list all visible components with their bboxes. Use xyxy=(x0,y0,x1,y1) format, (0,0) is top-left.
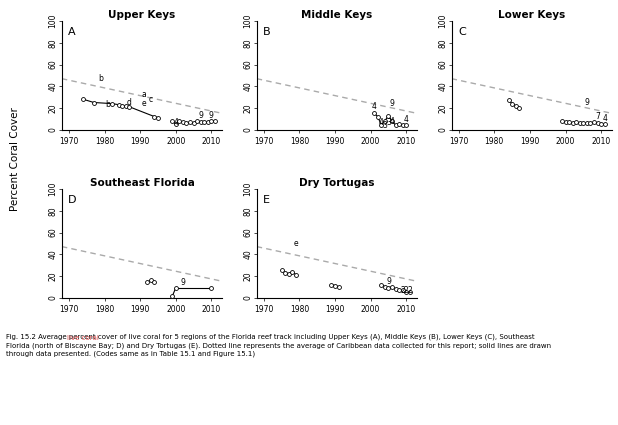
Text: 9: 9 xyxy=(389,99,394,108)
Text: live coral: live coral xyxy=(67,335,99,341)
Text: D: D xyxy=(68,195,77,204)
Text: 9: 9 xyxy=(180,278,185,287)
Text: e: e xyxy=(294,239,298,248)
Text: Percent Coral Cover: Percent Coral Cover xyxy=(11,108,20,211)
Text: B: B xyxy=(263,27,271,37)
Text: a: a xyxy=(142,90,146,99)
Text: 3: 3 xyxy=(383,121,387,130)
Text: 4: 4 xyxy=(404,115,408,124)
Text: Fig. 15.2 Average percent cover of live coral for 5 regions of the Florida reef : Fig. 15.2 Average percent cover of live … xyxy=(6,334,551,357)
Title: Lower Keys: Lower Keys xyxy=(498,11,565,20)
Text: 4: 4 xyxy=(372,102,376,111)
Text: 4: 4 xyxy=(379,119,384,128)
Text: b: b xyxy=(106,100,111,109)
Text: 9: 9 xyxy=(585,98,590,107)
Text: 4: 4 xyxy=(603,114,607,123)
Text: 2: 2 xyxy=(404,286,408,295)
Text: e: e xyxy=(142,99,146,108)
Title: Southeast Florida: Southeast Florida xyxy=(90,178,195,188)
Text: 9: 9 xyxy=(386,277,391,286)
Text: c: c xyxy=(149,95,153,104)
Text: 4: 4 xyxy=(389,117,394,126)
Text: A: A xyxy=(68,27,76,37)
Text: d: d xyxy=(127,98,132,107)
Text: b: b xyxy=(98,74,103,83)
Text: 9: 9 xyxy=(209,111,214,120)
Text: C: C xyxy=(458,27,466,37)
Text: 9: 9 xyxy=(198,111,203,120)
Title: Middle Keys: Middle Keys xyxy=(301,11,373,20)
Text: 3: 3 xyxy=(386,119,391,128)
Title: Upper Keys: Upper Keys xyxy=(108,11,176,20)
Text: E: E xyxy=(263,195,270,204)
Text: 2: 2 xyxy=(407,286,412,295)
Text: 7: 7 xyxy=(595,112,600,121)
Text: 4: 4 xyxy=(173,119,178,128)
Text: 2: 2 xyxy=(400,286,405,295)
Title: Dry Tortugas: Dry Tortugas xyxy=(299,178,375,188)
